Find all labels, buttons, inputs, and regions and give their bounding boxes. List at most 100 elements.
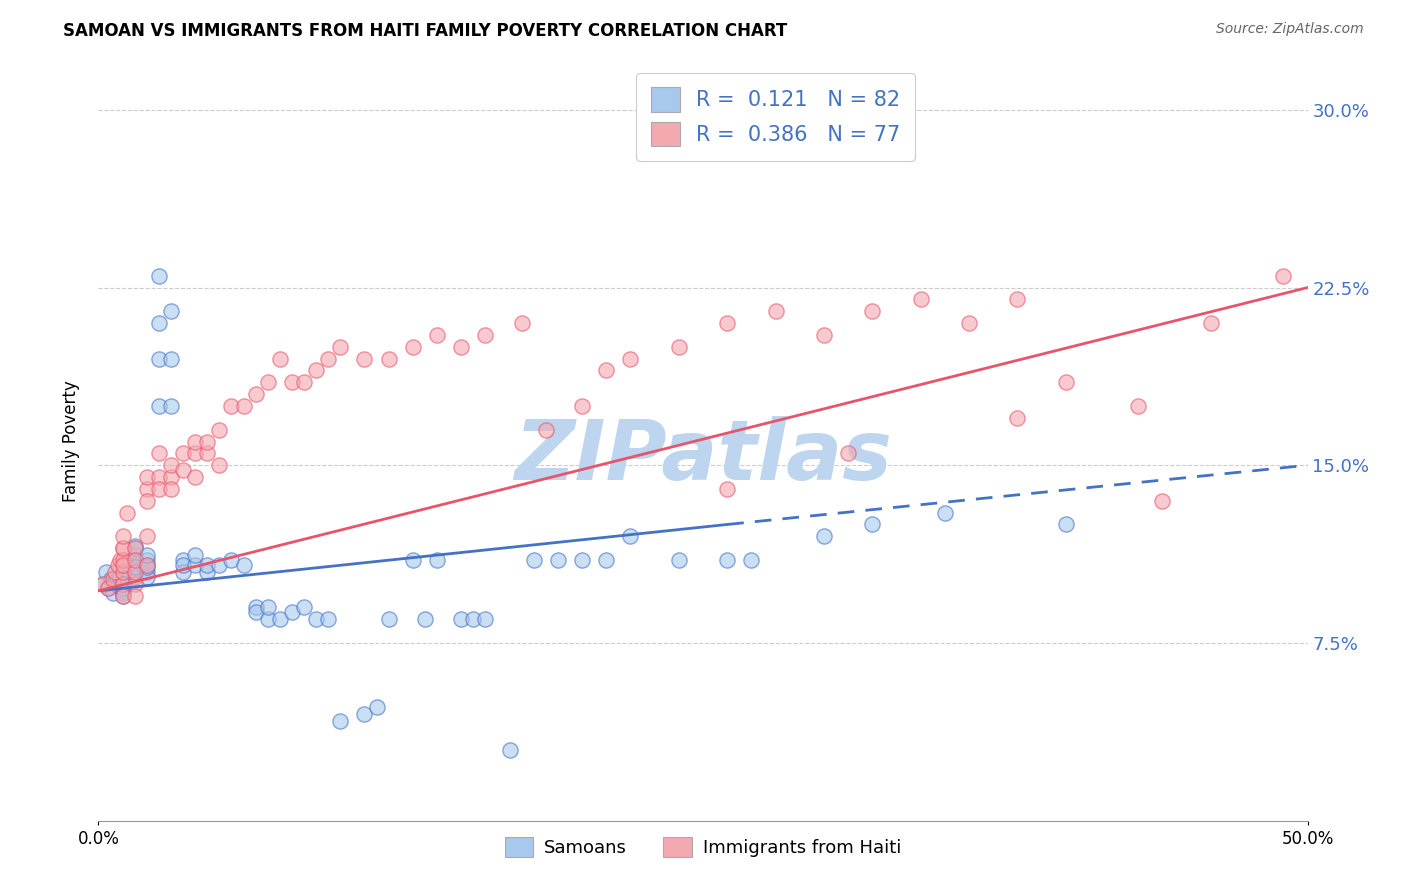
Point [148,399,170,413]
Point [97,582,120,596]
Point [124,553,146,567]
Point [195,565,218,579]
Point [329,340,352,354]
Point [172,553,194,567]
Point [426,553,449,567]
Point [135,565,157,579]
Point [124,569,146,583]
Point [765,304,787,318]
Point [860,304,883,318]
Point [668,553,690,567]
Point [1128,399,1150,413]
Point [450,612,472,626]
Point [740,553,762,567]
Point [269,612,291,626]
Point [124,558,146,572]
Text: Source: ZipAtlas.com: Source: ZipAtlas.com [1216,22,1364,37]
Point [111,576,134,591]
Point [148,470,170,484]
Point [135,529,157,543]
Point [402,340,425,354]
Point [571,399,593,413]
Point [184,446,207,460]
Point [208,458,231,473]
Point [619,529,641,543]
Point [463,612,485,626]
Point [111,582,134,596]
Point [1272,268,1295,283]
Point [111,565,134,579]
Legend: Samoans, Immigrants from Haiti: Samoans, Immigrants from Haiti [498,830,908,864]
Point [1007,410,1029,425]
Point [111,558,134,572]
Point [353,706,375,721]
Point [813,529,835,543]
Point [245,600,267,615]
Point [135,569,157,583]
Point [353,351,375,366]
Point [124,565,146,579]
Point [450,340,472,354]
Point [148,351,170,366]
Point [232,399,254,413]
Point [148,446,170,460]
Point [135,560,157,574]
Point [117,506,139,520]
Point [111,572,134,586]
Point [366,699,388,714]
Point [160,399,183,413]
Point [184,434,207,449]
Point [111,541,134,556]
Point [1007,293,1029,307]
Point [135,470,157,484]
Point [305,363,328,377]
Point [595,363,617,377]
Point [111,589,134,603]
Point [101,572,124,586]
Point [111,572,134,586]
Point [910,293,932,307]
Point [184,470,207,484]
Point [172,558,194,572]
Point [256,376,278,390]
Point [245,387,267,401]
Point [111,576,134,591]
Point [108,569,131,583]
Point [160,470,183,484]
Point [281,376,304,390]
Point [160,482,183,496]
Point [160,351,183,366]
Point [716,316,738,330]
Point [111,576,134,591]
Point [668,340,690,354]
Point [124,553,146,567]
Point [135,482,157,496]
Point [135,558,157,572]
Point [292,600,315,615]
Point [124,539,146,553]
Point [148,316,170,330]
Point [426,327,449,342]
Point [934,506,956,520]
Point [498,742,520,756]
Point [107,579,129,593]
Point [377,351,399,366]
Point [148,482,170,496]
Point [619,351,641,366]
Point [1054,517,1077,532]
Point [97,582,120,596]
Point [160,458,183,473]
Point [172,446,194,460]
Point [135,493,157,508]
Point [523,553,546,567]
Point [510,316,533,330]
Point [111,586,134,600]
Y-axis label: Family Poverty: Family Poverty [62,381,80,502]
Point [245,605,267,619]
Point [100,572,122,586]
Point [111,583,134,598]
Point [124,548,146,563]
Point [716,553,738,567]
Point [94,565,117,579]
Point [860,517,883,532]
